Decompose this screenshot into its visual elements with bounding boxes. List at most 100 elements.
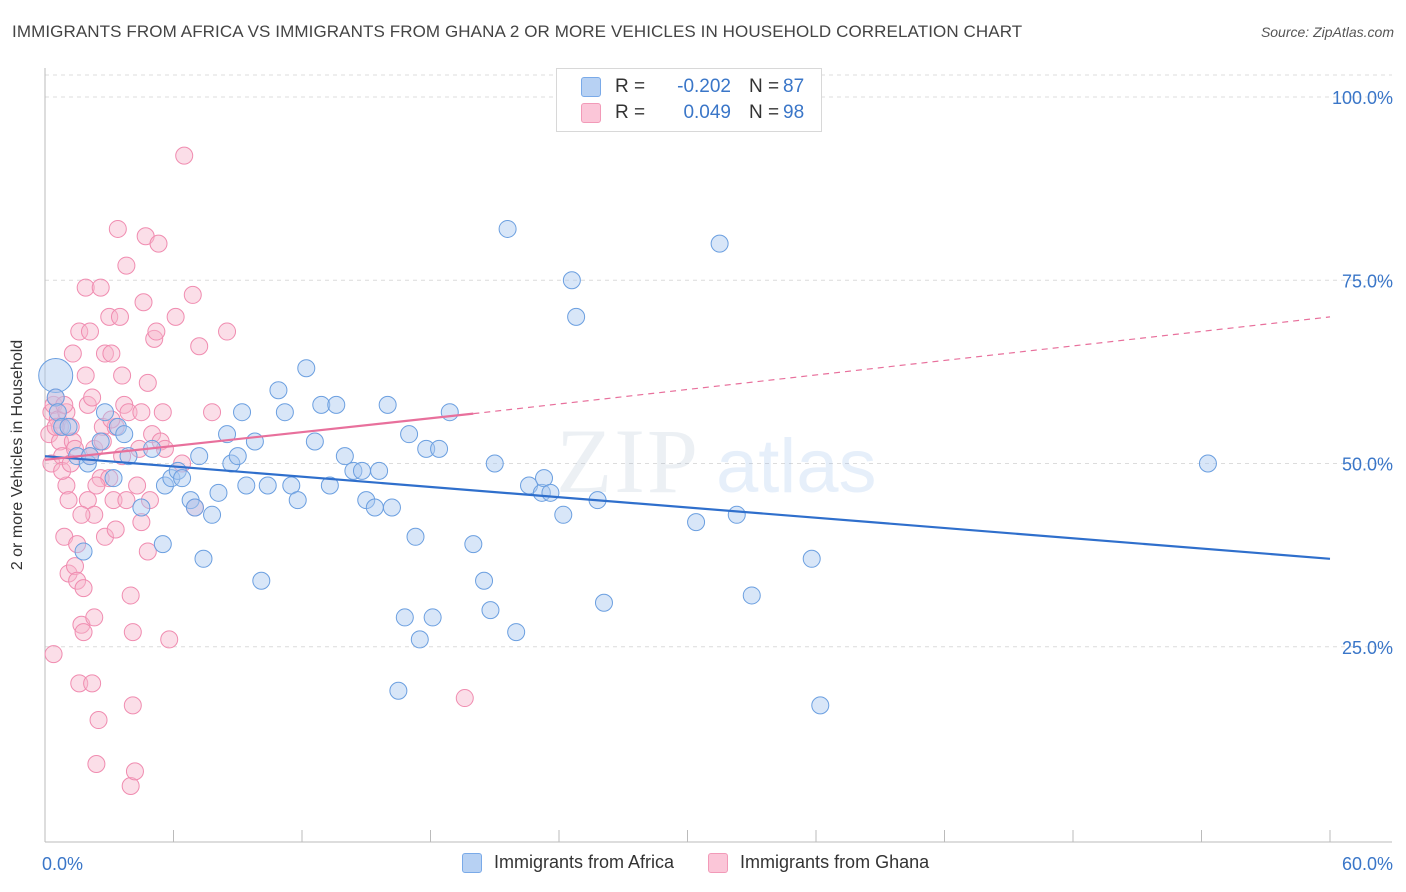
ghana-point — [70, 322, 89, 341]
africa-point — [132, 498, 151, 517]
ghana-point — [95, 344, 114, 363]
trend-lines — [44, 316, 1331, 560]
africa-point — [554, 505, 573, 524]
ghana-point — [68, 535, 87, 554]
n-label: N = — [749, 102, 780, 123]
x-tick-label-min: 0.0% — [42, 854, 83, 874]
r-value-ghana: 0.049 — [683, 102, 731, 123]
africa-point — [406, 527, 425, 546]
r-label: R = — [615, 102, 646, 123]
africa-point — [162, 469, 181, 488]
ghana-point — [102, 410, 121, 429]
africa-point — [567, 307, 586, 326]
africa-point — [218, 425, 237, 444]
n-value-africa: 87 — [783, 76, 805, 97]
x-tick-label-max: 60.0% — [1342, 854, 1393, 874]
legend-item-ghana[interactable]: Immigrants from Ghana — [708, 852, 929, 873]
africa-point — [203, 505, 222, 524]
ghana-point — [121, 586, 140, 605]
africa-point — [233, 403, 252, 422]
y-tick-label: 75.0% — [1342, 271, 1393, 291]
ghana-point — [138, 373, 157, 392]
r-label: R = — [615, 76, 646, 97]
africa-point — [269, 381, 288, 400]
ghana-point — [132, 513, 151, 532]
africa-point — [378, 395, 397, 414]
y-axis-label: 2 or more Vehicles in Household — [9, 339, 26, 571]
africa-point — [104, 469, 123, 488]
africa-point — [115, 425, 134, 444]
ghana-point — [160, 630, 179, 649]
ghana-point — [63, 344, 82, 363]
africa-point — [498, 219, 517, 238]
watermark-zip: ZIP — [556, 410, 700, 512]
ghana-point — [72, 505, 91, 524]
africa-point — [305, 432, 324, 451]
africa-point — [400, 425, 419, 444]
africa-point — [209, 483, 228, 502]
africa-point — [802, 549, 821, 568]
ghana-point — [125, 762, 144, 781]
ghana-point — [100, 307, 119, 326]
ghana-point — [108, 219, 127, 238]
africa-point — [155, 476, 174, 495]
africa-point — [153, 535, 172, 554]
africa-point — [46, 388, 65, 407]
ghana-point — [63, 432, 82, 451]
ghana-point — [76, 278, 95, 297]
africa-point — [594, 593, 613, 612]
ghana-point — [76, 366, 95, 385]
ghana-point — [74, 579, 93, 598]
africa-point — [352, 461, 371, 480]
tick-labels: 25.0% 50.0% 75.0% 100.0% 0.0% 60.0% — [42, 88, 1393, 874]
ghana-point — [95, 527, 114, 546]
africa-point — [410, 630, 429, 649]
legend-label-ghana: Immigrants from Ghana — [740, 852, 930, 872]
africa-point — [395, 608, 414, 627]
africa-point — [1198, 454, 1217, 473]
ghana-point — [138, 542, 157, 561]
ghana-point — [128, 476, 147, 495]
ghana-point — [89, 711, 108, 730]
ghana-point — [121, 777, 140, 796]
ghana-point — [166, 307, 185, 326]
watermark: ZIP atlas — [556, 410, 877, 512]
africa-point — [710, 234, 729, 253]
africa-point — [194, 549, 213, 568]
legend-item-africa[interactable]: Immigrants from Africa — [462, 852, 674, 873]
ghana-point — [190, 337, 209, 356]
ghana-point — [117, 256, 136, 275]
ghana-swatch — [708, 852, 729, 873]
ghana-point — [83, 388, 102, 407]
africa-point — [108, 417, 127, 436]
ghana-point — [65, 557, 84, 576]
africa-point — [297, 359, 316, 378]
africa-point — [464, 535, 483, 554]
africa-point — [687, 513, 706, 532]
ghana-point — [87, 755, 106, 774]
ghana-swatch — [581, 103, 601, 123]
chart-title: IMMIGRANTS FROM AFRICA VS IMMIGRANTS FRO… — [12, 22, 1023, 41]
ghana-point — [50, 432, 69, 451]
ghana-point — [218, 322, 237, 341]
n-value-ghana: 98 — [783, 102, 805, 123]
africa-point — [95, 403, 114, 422]
ghana-point — [83, 674, 102, 693]
africa-point — [562, 271, 581, 290]
ghana-trend-line — [44, 412, 474, 461]
ghana-point — [74, 623, 93, 642]
africa-point — [727, 505, 746, 524]
africa-point — [507, 623, 526, 642]
africa-point — [275, 403, 294, 422]
africa-point — [38, 358, 74, 394]
ghana-point — [149, 234, 168, 253]
africa-point — [190, 447, 209, 466]
n-label: N = — [749, 76, 780, 97]
ghana-point — [455, 689, 474, 708]
africa-point — [475, 571, 494, 590]
ghana-point — [70, 674, 89, 693]
legend-stats: R = -0.202 N = 87 R = 0.049 N = 98 — [556, 68, 822, 132]
ghana-point — [175, 146, 194, 165]
ghana-point — [117, 491, 136, 510]
ghana-point — [203, 403, 222, 422]
